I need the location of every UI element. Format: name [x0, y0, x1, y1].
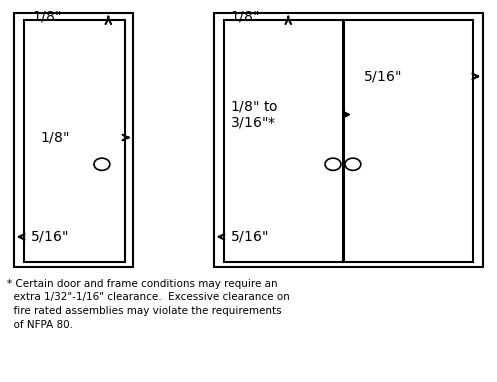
Text: * Certain door and frame conditions may require an
  extra 1/32"-1/16" clearance: * Certain door and frame conditions may … [7, 279, 290, 330]
Text: $\mathregular{1}$/$\mathregular{8}$": $\mathregular{1}$/$\mathregular{8}$" [230, 9, 259, 24]
Bar [214, 13, 483, 267]
Text: $\mathregular{5}$/$\mathregular{16}$": $\mathregular{5}$/$\mathregular{16}$" [363, 69, 401, 84]
Bar [224, 20, 343, 262]
Text: $\mathregular{1}$/$\mathregular{8}$": $\mathregular{1}$/$\mathregular{8}$" [40, 130, 69, 145]
Text: $\mathregular{3}$/$\mathregular{16}$"*: $\mathregular{3}$/$\mathregular{16}$"* [230, 115, 276, 130]
Bar [24, 20, 125, 262]
Text: $\mathregular{5}$/$\mathregular{16}$": $\mathregular{5}$/$\mathregular{16}$" [230, 229, 268, 244]
Text: $\mathregular{1}$/$\mathregular{8}$" to: $\mathregular{1}$/$\mathregular{8}$" to [230, 99, 278, 115]
Text: $\mathregular{5}$/$\mathregular{16}$": $\mathregular{5}$/$\mathregular{16}$" [30, 229, 68, 244]
Bar [14, 13, 133, 267]
Bar [344, 20, 473, 262]
Text: $\mathregular{1}$/$\mathregular{8}$": $\mathregular{1}$/$\mathregular{8}$" [32, 9, 62, 24]
